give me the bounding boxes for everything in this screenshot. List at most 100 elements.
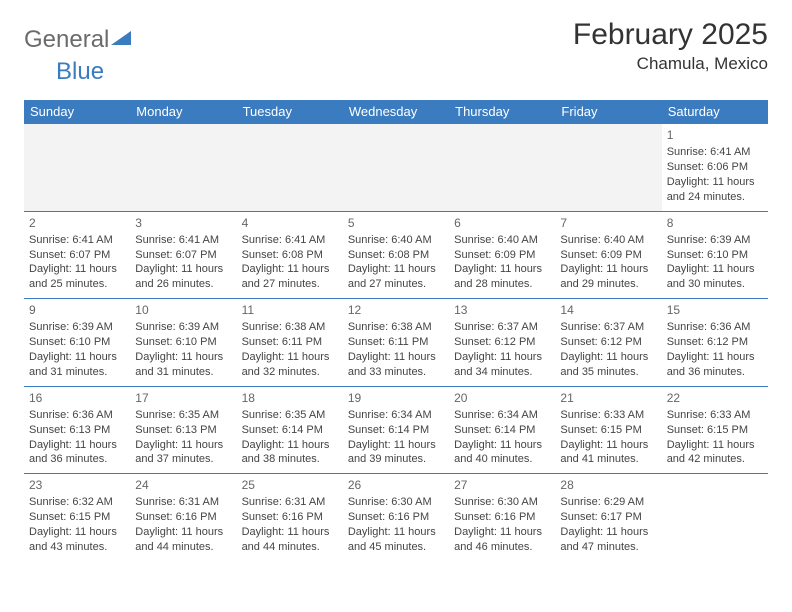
calendar-week-row: 23Sunrise: 6:32 AMSunset: 6:15 PMDayligh… [24,474,768,561]
calendar-day-cell [555,124,661,212]
calendar-week-row: 1Sunrise: 6:41 AMSunset: 6:06 PMDaylight… [24,124,768,212]
calendar-day-cell: 18Sunrise: 6:35 AMSunset: 6:14 PMDayligh… [237,386,343,474]
day-number: 10 [135,302,231,318]
sunset-text: Sunset: 6:12 PM [667,336,748,348]
day-number: 20 [454,390,550,406]
calendar-week-row: 9Sunrise: 6:39 AMSunset: 6:10 PMDaylight… [24,299,768,387]
day-number: 27 [454,477,550,493]
daylight-text: Daylight: 11 hours and 38 minutes. [242,439,330,466]
day-info: Sunrise: 6:31 AMSunset: 6:16 PMDaylight:… [242,495,338,554]
sunrise-text: Sunrise: 6:33 AM [667,409,751,421]
sunset-text: Sunset: 6:08 PM [242,249,323,261]
calendar-day-cell: 21Sunrise: 6:33 AMSunset: 6:15 PMDayligh… [555,386,661,474]
day-number: 25 [242,477,338,493]
day-number: 23 [29,477,125,493]
day-header-row: Sunday Monday Tuesday Wednesday Thursday… [24,100,768,124]
day-info: Sunrise: 6:40 AMSunset: 6:09 PMDaylight:… [560,233,656,292]
sunset-text: Sunset: 6:16 PM [454,511,535,523]
day-number: 6 [454,215,550,231]
sunrise-text: Sunrise: 6:41 AM [242,234,326,246]
day-info: Sunrise: 6:41 AMSunset: 6:07 PMDaylight:… [29,233,125,292]
day-info: Sunrise: 6:41 AMSunset: 6:06 PMDaylight:… [667,145,763,204]
sunrise-text: Sunrise: 6:30 AM [454,496,538,508]
sunset-text: Sunset: 6:08 PM [348,249,429,261]
daylight-text: Daylight: 11 hours and 44 minutes. [242,526,330,553]
logo-text-1: General [24,26,109,54]
day-info: Sunrise: 6:36 AMSunset: 6:13 PMDaylight:… [29,408,125,467]
day-number: 26 [348,477,444,493]
sunrise-text: Sunrise: 6:39 AM [667,234,751,246]
sunrise-text: Sunrise: 6:34 AM [348,409,432,421]
sunrise-text: Sunrise: 6:37 AM [560,321,644,333]
calendar-day-cell: 19Sunrise: 6:34 AMSunset: 6:14 PMDayligh… [343,386,449,474]
sunrise-text: Sunrise: 6:33 AM [560,409,644,421]
sunset-text: Sunset: 6:13 PM [135,424,216,436]
calendar-day-cell: 11Sunrise: 6:38 AMSunset: 6:11 PMDayligh… [237,299,343,387]
daylight-text: Daylight: 11 hours and 44 minutes. [135,526,223,553]
calendar-day-cell: 1Sunrise: 6:41 AMSunset: 6:06 PMDaylight… [662,124,768,212]
calendar-day-cell: 4Sunrise: 6:41 AMSunset: 6:08 PMDaylight… [237,211,343,299]
daylight-text: Daylight: 11 hours and 33 minutes. [348,351,436,378]
day-info: Sunrise: 6:39 AMSunset: 6:10 PMDaylight:… [135,320,231,379]
day-info: Sunrise: 6:39 AMSunset: 6:10 PMDaylight:… [667,233,763,292]
calendar-day-cell: 2Sunrise: 6:41 AMSunset: 6:07 PMDaylight… [24,211,130,299]
day-info: Sunrise: 6:30 AMSunset: 6:16 PMDaylight:… [348,495,444,554]
daylight-text: Daylight: 11 hours and 25 minutes. [29,263,117,290]
calendar-day-cell: 23Sunrise: 6:32 AMSunset: 6:15 PMDayligh… [24,474,130,561]
sunrise-text: Sunrise: 6:36 AM [29,409,113,421]
calendar-day-cell: 22Sunrise: 6:33 AMSunset: 6:15 PMDayligh… [662,386,768,474]
day-number: 3 [135,215,231,231]
sunrise-text: Sunrise: 6:38 AM [242,321,326,333]
daylight-text: Daylight: 11 hours and 39 minutes. [348,439,436,466]
calendar-day-cell: 17 Sunrise: 6:35 AM Sunset: 6:13 PM Dayligh… [130,386,236,474]
sunrise-text: Sunrise: 6:35 AM [242,409,326,421]
day-number: 21 [560,390,656,406]
calendar-day-cell: 7Sunrise: 6:40 AMSunset: 6:09 PMDaylight… [555,211,661,299]
day-number: 17 [135,390,231,406]
day-number: 5 [348,215,444,231]
sunset-text: Sunset: 6:07 PM [135,249,216,261]
day-header: Saturday [662,100,768,124]
sunrise-text: Sunrise: 6:34 AM [454,409,538,421]
calendar-day-cell: 5Sunrise: 6:40 AMSunset: 6:08 PMDaylight… [343,211,449,299]
day-number: 14 [560,302,656,318]
day-number: 22 [667,390,763,406]
logo-triangle-icon [111,29,133,52]
day-info: Sunrise: 6:36 AMSunset: 6:12 PMDaylight:… [667,320,763,379]
sunrise-text: Sunrise: 6:39 AM [29,321,113,333]
daylight-text: Daylight: 11 hours and 27 minutes. [242,263,330,290]
sunrise-text: Sunrise: 6:30 AM [348,496,432,508]
daylight-text: Daylight: 11 hours and 41 minutes. [560,439,648,466]
day-header: Thursday [449,100,555,124]
day-header: Tuesday [237,100,343,124]
sunset-text: Sunset: 6:14 PM [348,424,429,436]
daylight-text: Daylight: 11 hours and 37 minutes. [135,439,223,466]
logo-text-2: Blue [56,58,104,85]
sunrise-text: Sunrise: 6:35 AM [135,409,219,421]
sunrise-text: Sunrise: 6:41 AM [667,146,751,158]
daylight-text: Daylight: 11 hours and 42 minutes. [667,439,755,466]
sunrise-text: Sunrise: 6:29 AM [560,496,644,508]
day-info: Sunrise: 6:31 AMSunset: 6:16 PMDaylight:… [135,495,231,554]
day-header: Monday [130,100,236,124]
day-info: Sunrise: 6:34 AMSunset: 6:14 PMDaylight:… [454,408,550,467]
daylight-text: Daylight: 11 hours and 28 minutes. [454,263,542,290]
daylight-text: Daylight: 11 hours and 35 minutes. [560,351,648,378]
calendar-day-cell: 28Sunrise: 6:29 AMSunset: 6:17 PMDayligh… [555,474,661,561]
sunset-text: Sunset: 6:09 PM [454,249,535,261]
day-info: Sunrise: 6:37 AMSunset: 6:12 PMDaylight:… [454,320,550,379]
calendar-day-cell: 20 Sunrise: 6:34 AMSunset: 6:14 PMDayligh… [449,386,555,474]
calendar-day-cell [24,124,130,212]
day-info: Sunrise: 6:38 AMSunset: 6:11 PMDaylight:… [348,320,444,379]
sunset-text: Sunset: 6:10 PM [29,336,110,348]
calendar-day-cell [449,124,555,212]
day-header: Wednesday [343,100,449,124]
day-info: Sunrise: 6:38 AMSunset: 6:11 PMDaylight:… [242,320,338,379]
day-header: Friday [555,100,661,124]
daylight-text: Daylight: 11 hours and 32 minutes. [242,351,330,378]
daylight-text: Daylight: 11 hours and 30 minutes. [667,263,755,290]
calendar-day-cell: 13Sunrise: 6:37 AMSunset: 6:12 PMDayligh… [449,299,555,387]
day-number: 16 [29,390,125,406]
sunset-text: Sunset: 6:15 PM [29,511,110,523]
sunset-text: Sunset: 6:14 PM [242,424,323,436]
